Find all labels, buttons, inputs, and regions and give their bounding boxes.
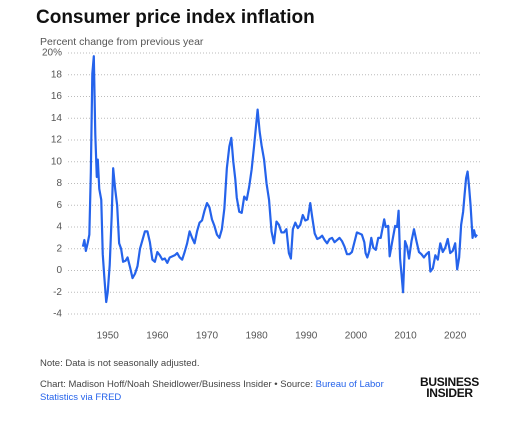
y-tick-label: -2 bbox=[53, 287, 62, 298]
y-tick-label: 6 bbox=[56, 200, 62, 211]
chart: Consumer price index inflation Percent c… bbox=[36, 7, 480, 342]
x-tick-label: 1990 bbox=[295, 331, 318, 342]
chart-subtitle: Percent change from previous year bbox=[40, 36, 204, 48]
y-tick-label: 20% bbox=[42, 48, 62, 59]
x-tick-label: 1980 bbox=[246, 331, 269, 342]
y-tick-label: 10 bbox=[51, 156, 63, 167]
credit-line: Chart: Madison Hoff/Noah Sheidlower/Busi… bbox=[40, 378, 400, 404]
x-tick-label: 1960 bbox=[146, 331, 169, 342]
y-tick-label: 18 bbox=[51, 69, 63, 80]
y-tick-label: 2 bbox=[56, 243, 62, 254]
logo: BUSINESS INSIDER bbox=[420, 375, 479, 400]
data-line bbox=[81, 55, 478, 304]
logo-top: BUSINESS bbox=[420, 375, 479, 389]
y-tick-label: 14 bbox=[51, 113, 63, 124]
y-tick-label: 8 bbox=[56, 178, 62, 189]
credit: Chart: Madison Hoff/Noah Sheidlower/Busi… bbox=[40, 379, 316, 390]
y-tick-label: 12 bbox=[51, 135, 63, 146]
y-tick-label: 0 bbox=[56, 265, 62, 276]
note: Note: Data is not seasonally adjusted. bbox=[40, 358, 200, 369]
source-link[interactable]: Bureau of Labor Statistics via FRED bbox=[40, 379, 384, 403]
x-tick-label: 1970 bbox=[196, 331, 219, 342]
x-tick-label: 1950 bbox=[97, 331, 120, 342]
x-tick-label: 2000 bbox=[345, 331, 368, 342]
x-tick-label: 2010 bbox=[394, 331, 417, 342]
chart-title: Consumer price index inflation bbox=[36, 7, 315, 28]
x-tick-label: 2020 bbox=[444, 331, 467, 342]
y-tick-label: 16 bbox=[51, 91, 63, 102]
y-tick-label: -4 bbox=[53, 309, 62, 320]
y-tick-label: 4 bbox=[56, 222, 62, 233]
logo-bottom: INSIDER bbox=[426, 386, 473, 400]
